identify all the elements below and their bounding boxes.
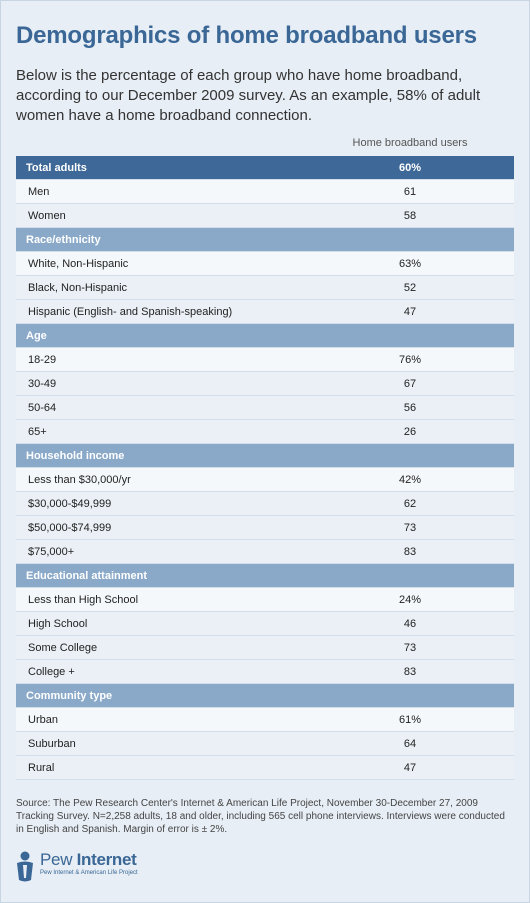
row-label: 30-49 <box>28 377 57 390</box>
column-header: Home broadband users <box>352 137 468 149</box>
row-label: 65+ <box>28 425 47 438</box>
group-header: Community type <box>16 684 514 708</box>
pew-person-icon <box>17 851 33 882</box>
row-label: $30,000-$49,999 <box>28 497 112 510</box>
group-header-label: Educational attainment <box>26 569 148 582</box>
row-value: 61% <box>398 713 422 726</box>
row-value: 62 <box>403 497 417 510</box>
chart-title: Demographics of home broadband users <box>16 22 477 49</box>
row-label: Hispanic (English- and Spanish-speaking) <box>28 305 233 318</box>
group-header-label: Race/ethnicity <box>26 233 101 246</box>
row-label: Less than $30,000/yr <box>28 473 131 486</box>
row-value: 58 <box>403 209 417 222</box>
total-row: Total adults 60% <box>16 156 514 180</box>
table-row: Some College 73 <box>16 636 514 660</box>
row-label: White, Non-Hispanic <box>28 257 129 270</box>
total-value: 60% <box>398 161 422 174</box>
row-value: 73 <box>403 641 417 654</box>
row-label: Men <box>28 185 50 198</box>
intro-text: Below is the percentage of each group wh… <box>16 67 481 124</box>
row-label: Black, Non-Hispanic <box>28 281 128 294</box>
row-value: 46 <box>403 617 417 630</box>
row-label: 18-29 <box>28 353 57 366</box>
table-row: 30-49 67 <box>16 372 514 396</box>
group-header: Age <box>16 324 514 348</box>
table-row: $30,000-$49,999 62 <box>16 492 514 516</box>
row-value: 56 <box>403 401 417 414</box>
row-label: College + <box>28 665 75 678</box>
row-label: Urban <box>28 713 58 726</box>
row-label: 50-64 <box>28 401 57 414</box>
broadband-table: Total adults 60% Men 61 Women 58 Race/ethnic… <box>16 156 514 780</box>
group-header: Educational attainment <box>16 564 514 588</box>
row-value: 63% <box>398 257 422 270</box>
table-row: Rural 47 <box>16 756 514 780</box>
source-note: Source: The Pew Research Center's Intern… <box>16 798 505 835</box>
table-row: Urban 61% <box>16 708 514 732</box>
table-row: Less than High School 24% <box>16 588 514 612</box>
row-value: 26 <box>403 425 417 438</box>
table-row: Men 61 <box>16 180 514 204</box>
row-label: Women <box>28 209 66 222</box>
row-label: Suburban <box>28 737 76 750</box>
total-label: Total adults <box>26 161 87 174</box>
logo-tagline: Pew Internet & American Life Project <box>40 870 138 876</box>
table-row: Black, Non-Hispanic 52 <box>16 276 514 300</box>
row-value: 83 <box>403 545 417 558</box>
row-value: 83 <box>403 665 417 678</box>
row-label: Some College <box>28 641 98 654</box>
table-row: High School 46 <box>16 612 514 636</box>
group-header: Household income <box>16 444 514 468</box>
table-row: College + 83 <box>16 660 514 684</box>
table-row: Suburban 64 <box>16 732 514 756</box>
row-value: 67 <box>403 377 417 390</box>
logo-name-light: Pew <box>40 850 77 869</box>
row-value: 42% <box>398 473 422 486</box>
table-row: Women 58 <box>16 204 514 228</box>
table-row: 65+ 26 <box>16 420 514 444</box>
table-row: 50-64 56 <box>16 396 514 420</box>
row-value: 73 <box>403 521 417 534</box>
row-label: Less than High School <box>28 593 139 606</box>
logo-name: Pew Internet <box>40 850 137 870</box>
row-value: 47 <box>403 305 417 318</box>
table-row: 18-29 76% <box>16 348 514 372</box>
row-value: 61 <box>403 185 417 198</box>
table-row: White, Non-Hispanic 63% <box>16 252 514 276</box>
group-header-label: Community type <box>26 689 113 702</box>
logo-name-bold: Internet <box>76 850 137 869</box>
row-value: 76% <box>398 353 422 366</box>
row-label: $75,000+ <box>28 545 75 558</box>
row-value: 52 <box>403 281 417 294</box>
table-row: $75,000+ 83 <box>16 540 514 564</box>
row-value: 47 <box>403 761 417 774</box>
group-header-label: Household income <box>26 449 125 462</box>
group-header-label: Age <box>26 329 47 342</box>
table-row: $50,000-$74,999 73 <box>16 516 514 540</box>
pew-internet-logo: Pew Internet Pew Internet & American Lif… <box>14 850 154 884</box>
row-value: 64 <box>403 737 417 750</box>
row-value: 24% <box>398 593 422 606</box>
group-header: Race/ethnicity <box>16 228 514 252</box>
table-row: Less than $30,000/yr 42% <box>16 468 514 492</box>
row-label: $50,000-$74,999 <box>28 521 112 534</box>
row-label: Rural <box>28 761 55 774</box>
row-label: High School <box>28 617 88 630</box>
table-row: Hispanic (English- and Spanish-speaking)… <box>16 300 514 324</box>
